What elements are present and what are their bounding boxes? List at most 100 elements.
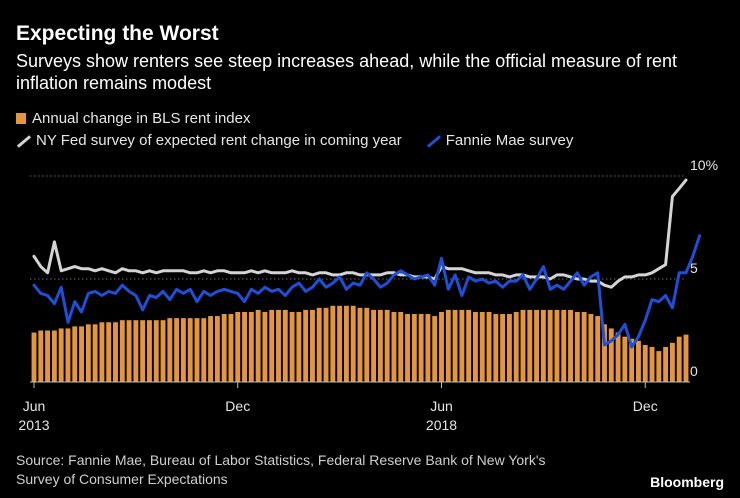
bar-bls	[642, 344, 648, 382]
bar-bls	[133, 320, 139, 382]
bar-bls	[85, 324, 91, 382]
bar-bls	[452, 309, 458, 382]
bar-bls	[180, 318, 186, 382]
bar-bls	[337, 305, 343, 382]
y-tick-label: 10%	[690, 157, 718, 173]
bar-bls	[411, 314, 417, 382]
bar-bls	[636, 340, 641, 382]
bar-bls	[350, 305, 356, 382]
bar-bls	[445, 309, 451, 382]
bar-bls	[663, 346, 669, 382]
bar-bls	[119, 320, 125, 382]
x-tick-label: Dec	[225, 398, 250, 414]
bar-bls	[459, 309, 465, 382]
bar-bls	[187, 318, 193, 382]
bar-bls	[500, 314, 506, 382]
bar-bls	[466, 309, 472, 382]
bar-bls	[310, 309, 315, 382]
bar-bls	[160, 320, 166, 382]
bar-bls	[269, 309, 275, 382]
bar-bls	[242, 311, 247, 382]
y-tick-label: 5	[690, 260, 698, 276]
bar-bls	[568, 309, 573, 382]
bar-bls	[595, 316, 601, 382]
bar-bls	[486, 311, 492, 382]
bar-bls	[79, 326, 84, 382]
bar-bls	[364, 307, 370, 382]
bar-bls	[208, 316, 214, 382]
bar-bls	[214, 316, 220, 382]
bar-bls	[248, 311, 254, 382]
bar-bls	[282, 309, 288, 382]
bar-bls	[506, 314, 512, 382]
bar-bls	[167, 318, 173, 382]
bar-bls	[58, 328, 64, 382]
bar-bls	[629, 338, 635, 382]
bar-bls	[479, 311, 485, 382]
bar-bls	[276, 309, 281, 382]
bar-bls	[194, 318, 200, 382]
bar-bls	[174, 318, 180, 382]
x-tick-label: Jun	[430, 398, 453, 414]
bar-bls	[201, 318, 207, 382]
bar-bls	[588, 314, 594, 382]
bar-bls	[602, 324, 607, 382]
bar-bls	[51, 330, 57, 382]
bloomberg-logo: Bloomberg	[650, 474, 724, 490]
bar-bls	[534, 309, 540, 382]
bar-bls	[343, 305, 349, 382]
bar-bls	[615, 332, 621, 382]
bar-bls	[398, 311, 404, 382]
bar-bls	[140, 320, 146, 382]
bar-bls	[126, 320, 132, 382]
legend-swatch-bls	[16, 113, 26, 124]
bar-bls	[581, 311, 587, 382]
bar-bls	[72, 326, 78, 382]
bar-bls	[547, 309, 553, 382]
bar-bls	[377, 309, 383, 382]
bar-bls	[65, 328, 71, 382]
bar-bls	[432, 316, 438, 382]
bar-bls	[153, 320, 159, 382]
y-tick-label: 0	[690, 363, 698, 379]
source-note: Source: Fannie Mae, Bureau of Labor Stat…	[16, 452, 546, 487]
bar-bls	[473, 311, 478, 382]
line-nyfed	[32, 178, 688, 289]
x-tick-label: 2018	[426, 417, 457, 433]
x-tick-label: Dec	[633, 398, 658, 414]
bar-bls	[608, 328, 614, 382]
bar-bls	[99, 322, 105, 382]
bar-bls	[554, 309, 560, 382]
x-tick-label: Jun	[23, 398, 46, 414]
bar-bls	[113, 322, 118, 382]
bar-bls	[384, 309, 390, 382]
legend-label-fannie: Fannie Mae survey	[445, 132, 574, 149]
bar-bls	[425, 314, 431, 382]
chart-subtitle: Surveys show renters see steep increases…	[16, 51, 678, 93]
bar-bls	[221, 314, 227, 382]
bar-bls	[439, 311, 444, 382]
bar-bls	[669, 342, 675, 382]
bar-bls	[262, 311, 268, 382]
bar-bls	[147, 320, 152, 382]
bar-bls	[676, 336, 682, 382]
bar-bls	[520, 309, 526, 382]
bar-bls	[493, 314, 499, 382]
bar-bls	[683, 334, 689, 382]
bar-bls	[656, 351, 662, 382]
legend-label-bls: Annual change in BLS rent index	[32, 110, 251, 127]
bar-bls	[622, 336, 628, 382]
line-fannie	[32, 234, 702, 349]
bar-bls	[289, 311, 295, 382]
bar-bls	[357, 307, 363, 382]
bar-bls	[303, 309, 309, 382]
legend-row-1: Annual change in BLS rent index	[16, 110, 251, 127]
bar-bls	[391, 311, 397, 382]
bar-bls	[38, 330, 44, 382]
bar-bls	[330, 305, 336, 382]
bar-bls	[418, 314, 424, 382]
bar-bls	[513, 311, 519, 382]
bar-bls	[649, 346, 655, 382]
bar-bls	[296, 311, 302, 382]
